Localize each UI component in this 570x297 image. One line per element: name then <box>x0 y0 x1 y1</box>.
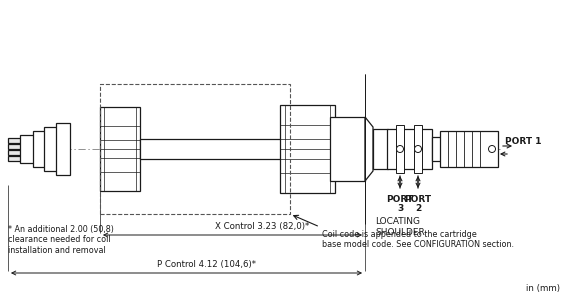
Bar <box>8 156 22 160</box>
Text: LOCATING
SHOULDER: LOCATING SHOULDER <box>375 217 425 237</box>
Bar <box>44 127 58 171</box>
Bar <box>280 105 335 193</box>
Text: PORT 1: PORT 1 <box>505 137 542 146</box>
Bar <box>432 137 442 161</box>
Bar <box>8 138 22 143</box>
Bar <box>8 143 22 148</box>
Text: * An additional 2.00 (50,8)
clearance needed for coil
installation and removal: * An additional 2.00 (50,8) clearance ne… <box>8 225 114 255</box>
Bar <box>100 84 290 214</box>
Circle shape <box>488 146 495 152</box>
Bar <box>373 129 388 169</box>
Text: PORT: PORT <box>386 195 414 204</box>
Bar <box>20 135 35 163</box>
Bar <box>440 131 498 167</box>
Bar <box>100 107 140 191</box>
Circle shape <box>414 146 421 152</box>
Bar <box>33 131 46 167</box>
Bar <box>140 139 285 159</box>
Text: PORT: PORT <box>405 195 431 204</box>
Polygon shape <box>365 117 373 181</box>
Text: in (mm): in (mm) <box>526 284 560 293</box>
Text: P Control 4.12 (104,6)*: P Control 4.12 (104,6)* <box>157 260 256 269</box>
Text: 2: 2 <box>415 204 421 213</box>
Text: Coil code is appended to the cartridge
base model code. See CONFIGURATION sectio: Coil code is appended to the cartridge b… <box>322 230 514 249</box>
Bar <box>396 125 404 173</box>
Text: X Control 3.23 (82,0)*: X Control 3.23 (82,0)* <box>215 222 310 231</box>
Bar <box>8 149 22 154</box>
Bar <box>330 117 365 181</box>
Bar <box>56 123 70 175</box>
Bar <box>387 129 432 169</box>
Bar <box>414 125 422 173</box>
Circle shape <box>397 146 404 152</box>
Text: 3: 3 <box>397 204 403 213</box>
